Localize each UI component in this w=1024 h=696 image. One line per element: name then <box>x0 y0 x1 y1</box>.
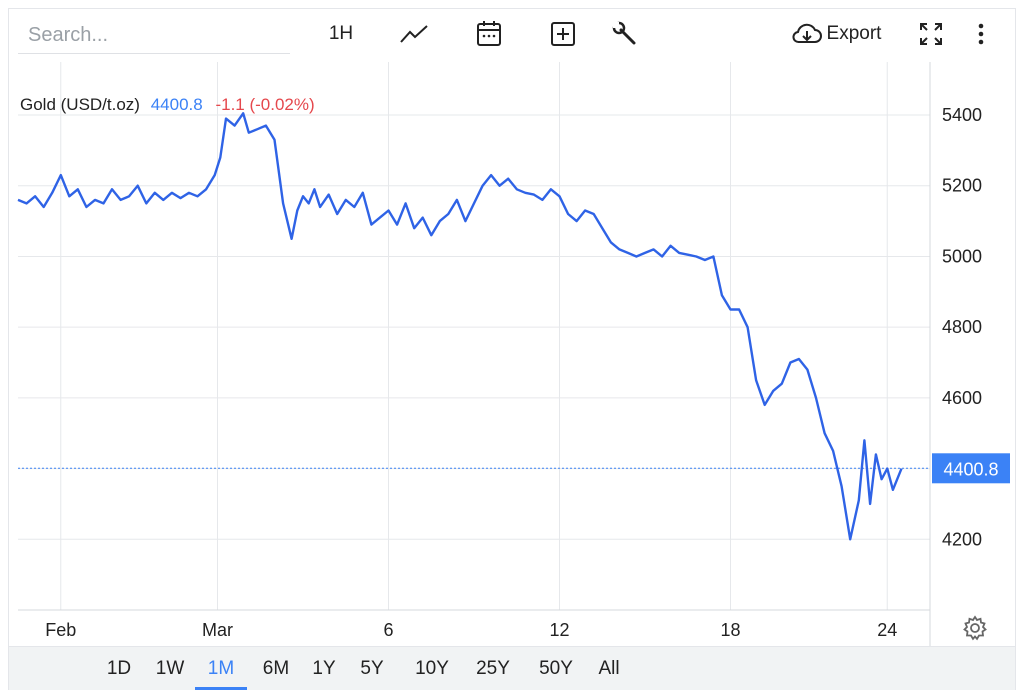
y-tick-label: 5400 <box>942 105 982 125</box>
fullscreen-icon <box>920 23 942 45</box>
y-tick-label: 5000 <box>942 246 982 266</box>
x-tick-label: 6 <box>383 620 393 640</box>
more-vertical-icon <box>978 23 984 45</box>
range-button-all[interactable]: All <box>598 658 620 679</box>
range-button-5y[interactable]: 5Y <box>360 658 384 679</box>
range-selector: 1D 1W 1M 6M 1Y 5Y 10Y 25Y 50Y All <box>9 646 1015 690</box>
x-tick-label: Mar <box>202 620 233 640</box>
plus-box-icon <box>551 22 575 46</box>
chart-type-button[interactable] <box>398 16 430 52</box>
chart-axes: 4200440046004800500052005400FebMar612182… <box>18 62 1010 646</box>
chart-toolbar: 1H Export <box>0 0 1024 62</box>
search-input[interactable] <box>18 18 290 54</box>
x-tick-label: 18 <box>720 620 740 640</box>
interval-button[interactable]: 1H <box>326 16 356 52</box>
chart-legend: Gold (USD/t.oz) 4400.8 -1.1 (-0.02%) <box>20 95 315 114</box>
price-chart[interactable]: 4200440046004800500052005400FebMar612182… <box>0 62 1024 646</box>
line-chart-icon <box>400 25 428 43</box>
range-button-1y[interactable]: 1Y <box>312 658 336 679</box>
more-options-button[interactable] <box>970 16 992 52</box>
add-indicator-button[interactable] <box>548 16 578 52</box>
calendar-icon <box>477 21 501 46</box>
chart-grid <box>18 62 930 610</box>
date-range-button[interactable] <box>474 16 504 52</box>
range-button-10y[interactable]: 10Y <box>415 658 449 679</box>
legend-instrument: Gold (USD/t.oz) <box>20 95 140 114</box>
last-price-tag: 4400.8 <box>932 453 1010 484</box>
cloud-download-icon <box>792 23 822 43</box>
chart-settings-button[interactable] <box>962 615 988 641</box>
y-tick-label: 4200 <box>942 529 982 549</box>
range-button-50y[interactable]: 50Y <box>539 658 573 679</box>
last-price-tag-bg <box>932 453 1010 484</box>
export-label: Export <box>826 23 882 44</box>
last-price-label: 4400.8 <box>943 459 998 479</box>
fullscreen-button[interactable] <box>916 16 946 52</box>
gear-icon <box>963 615 987 641</box>
wrench-icon <box>612 21 636 45</box>
range-button-25y[interactable]: 25Y <box>476 658 510 679</box>
y-tick-label: 4600 <box>942 388 982 408</box>
range-button-1w[interactable]: 1W <box>155 658 185 679</box>
range-button-1d[interactable]: 1D <box>106 658 132 679</box>
interval-label: 1H <box>328 23 354 44</box>
y-tick-label: 5200 <box>942 176 982 196</box>
chart-line-layer <box>17 112 930 541</box>
gold-price-series <box>17 112 903 541</box>
legend-change: -1.1 (-0.02%) <box>215 95 314 114</box>
range-button-1m[interactable]: 1M <box>195 647 247 690</box>
x-tick-label: Feb <box>45 620 76 640</box>
tools-button[interactable] <box>610 16 640 52</box>
legend-price: 4400.8 <box>151 95 203 114</box>
x-tick-label: 12 <box>549 620 569 640</box>
export-button[interactable]: Export <box>786 16 886 52</box>
range-button-6m[interactable]: 6M <box>262 658 290 679</box>
y-tick-label: 4800 <box>942 317 982 337</box>
x-tick-label: 24 <box>877 620 897 640</box>
